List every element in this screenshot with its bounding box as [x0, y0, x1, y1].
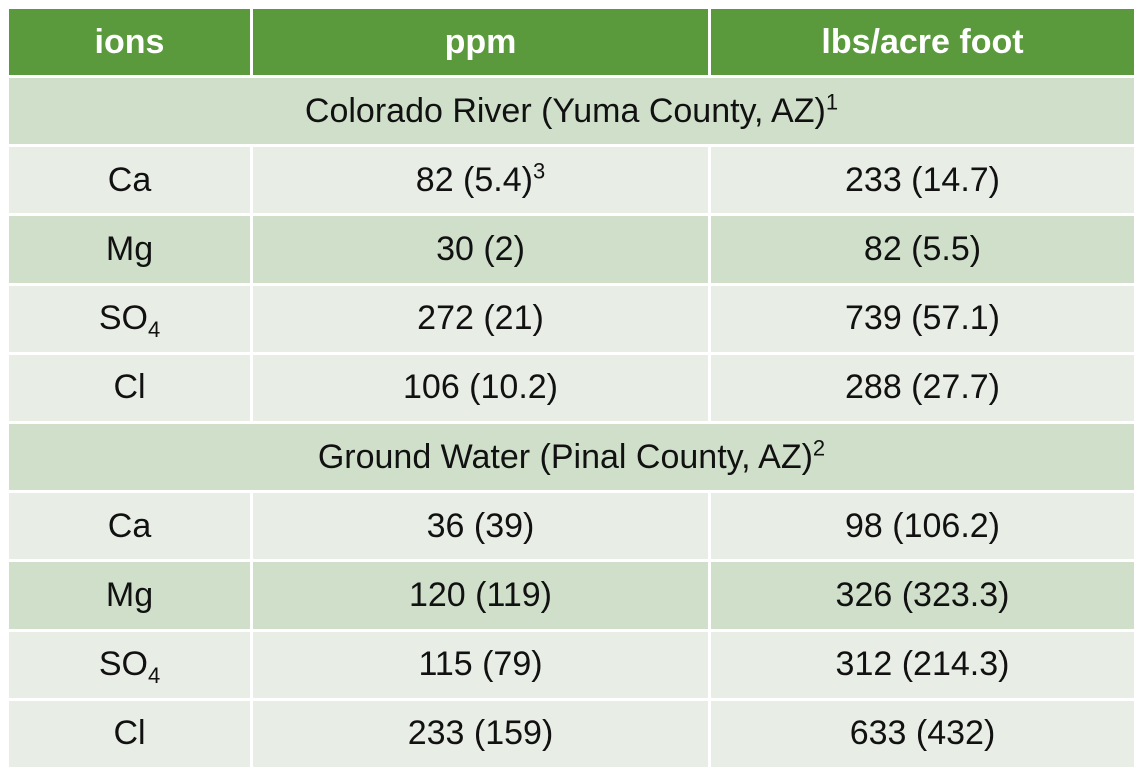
ppm-cell: 120 (119) [250, 559, 711, 632]
ion-cell: Mg [6, 559, 253, 632]
ion-label: SO [98, 299, 148, 338]
ppm-value: 272 (21) [417, 299, 544, 338]
ppm-cell: 272 (21) [250, 282, 711, 355]
ppm-value: 120 (119) [408, 575, 553, 614]
lbs-cell: 98 (106.2) [708, 490, 1137, 563]
ion-cell: Ca [6, 144, 253, 217]
ion-label: Cl [113, 714, 146, 753]
section-title-cell: Colorado River (Yuma County, AZ)1 [6, 74, 1137, 148]
ppm-value: 115 (79) [418, 645, 543, 684]
ion-label: Ca [107, 506, 152, 545]
ion-label: Ca [107, 160, 152, 199]
lbs-cell: 233 (14.7) [708, 144, 1137, 217]
section-row-colorado-river: Colorado River (Yuma County, AZ)1 [6, 74, 1137, 148]
ppm-value: 30 (2) [436, 229, 525, 268]
header-ions: ions [6, 6, 253, 78]
lbs-cell: 326 (323.3) [708, 559, 1137, 632]
header-row: ions ppm lbs/acre foot [6, 6, 1137, 78]
ion-label: Mg [105, 575, 154, 614]
ion-label: SO [98, 645, 148, 684]
lbs-cell: 739 (57.1) [708, 282, 1137, 355]
ion-label: Mg [105, 229, 154, 268]
ion-cell: Cl [6, 697, 253, 771]
section-title-cell: Ground Water (Pinal County, AZ)2 [6, 420, 1137, 494]
lbs-cell: 288 (27.7) [708, 351, 1137, 424]
ppm-cell: 82 (5.4)3 [250, 144, 711, 217]
ion-cell: Mg [6, 213, 253, 286]
ion-subscript: 4 [147, 662, 161, 688]
header-ppm: ppm [250, 6, 711, 78]
table-row: Ca 36 (39) 98 (106.2) [6, 490, 1137, 563]
section-title: Ground Water (Pinal County, AZ) [317, 437, 813, 476]
ion-cell: Ca [6, 490, 253, 563]
ppm-cell: 36 (39) [250, 490, 711, 563]
ion-subscript: 4 [147, 316, 161, 342]
ppm-cell: 30 (2) [250, 213, 711, 286]
lbs-cell: 633 (432) [708, 697, 1137, 771]
section-title: Colorado River (Yuma County, AZ) [304, 91, 826, 130]
table-row: SO4 272 (21) 739 (57.1) [6, 282, 1137, 355]
table-row: Cl 106 (10.2) 288 (27.7) [6, 351, 1137, 424]
header-lbs-acre-foot: lbs/acre foot [708, 6, 1137, 78]
ppm-cell: 233 (159) [250, 697, 711, 771]
ion-table-container: ions ppm lbs/acre foot Colorado River (Y… [6, 6, 1137, 771]
table-row: Cl 233 (159) 633 (432) [6, 697, 1137, 771]
ppm-value: 36 (39) [426, 506, 535, 545]
section-footnote: 1 [825, 89, 839, 115]
ion-cell: Cl [6, 351, 253, 424]
table-row: Mg 120 (119) 326 (323.3) [6, 559, 1137, 632]
lbs-cell: 82 (5.5) [708, 213, 1137, 286]
table-row: Mg 30 (2) 82 (5.5) [6, 213, 1137, 286]
ppm-value: 106 (10.2) [403, 368, 558, 407]
table-row: Ca 82 (5.4)3 233 (14.7) [6, 144, 1137, 217]
section-footnote: 2 [812, 435, 826, 461]
table-row: SO4 115 (79) 312 (214.3) [6, 628, 1137, 701]
ppm-cell: 106 (10.2) [250, 351, 711, 424]
lbs-cell: 312 (214.3) [708, 628, 1137, 701]
ion-cell: SO4 [6, 282, 253, 355]
ion-label: Cl [113, 368, 146, 407]
ppm-footnote: 3 [532, 158, 546, 184]
ppm-cell: 115 (79) [250, 628, 711, 701]
ppm-value: 233 (159) [407, 714, 554, 753]
ion-cell: SO4 [6, 628, 253, 701]
ppm-value: 82 (5.4) [415, 160, 533, 199]
section-row-ground-water: Ground Water (Pinal County, AZ)2 [6, 420, 1137, 494]
ion-table: ions ppm lbs/acre foot Colorado River (Y… [6, 6, 1137, 771]
